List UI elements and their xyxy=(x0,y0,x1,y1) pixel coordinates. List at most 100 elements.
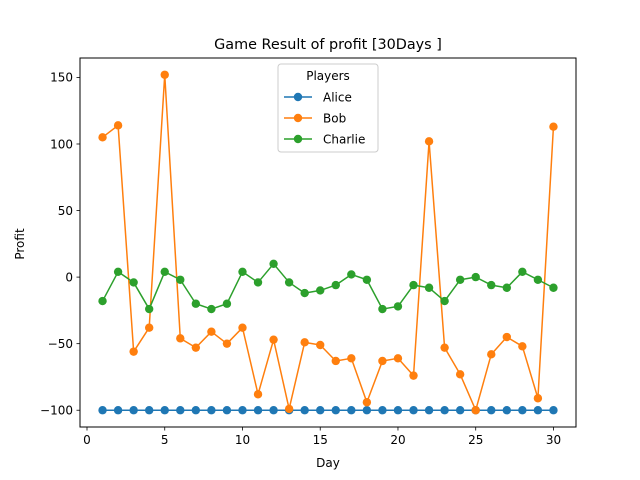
legend: Players Alice Bob Charlie xyxy=(277,63,379,153)
x-tick-label: 0 xyxy=(83,433,91,447)
data-point-alice xyxy=(378,406,387,415)
y-tick-label: −50 xyxy=(48,337,73,351)
data-point-bob xyxy=(284,404,294,414)
data-point-bob xyxy=(269,335,278,344)
data-point-alice xyxy=(144,406,154,415)
data-point-charlie xyxy=(471,272,480,282)
data-point-bob xyxy=(207,327,216,336)
legend-item-charlie: Charlie xyxy=(284,132,365,146)
data-point-charlie xyxy=(98,296,107,306)
data-point-charlie xyxy=(549,283,558,292)
data-point-charlie xyxy=(347,270,356,279)
data-point-charlie xyxy=(378,304,387,314)
y-axis-label: Profit xyxy=(13,228,27,260)
plot-area xyxy=(98,70,558,415)
data-point-bob xyxy=(113,121,123,130)
data-point-charlie xyxy=(518,267,527,276)
y-tick-label: 100 xyxy=(50,137,73,151)
data-point-charlie xyxy=(191,299,201,308)
data-point-charlie xyxy=(269,259,278,268)
data-point-charlie xyxy=(284,278,294,287)
data-point-charlie xyxy=(316,286,325,295)
legend-label-bob: Bob xyxy=(323,111,346,125)
y-tick-label: −100 xyxy=(40,404,73,418)
y-tick-label: 0 xyxy=(65,270,73,284)
data-point-charlie xyxy=(300,288,309,298)
series-charlie xyxy=(98,259,558,314)
data-point-charlie xyxy=(455,275,465,284)
data-point-bob xyxy=(160,70,169,79)
data-point-bob xyxy=(300,338,309,347)
data-point-alice xyxy=(331,406,340,415)
data-point-charlie xyxy=(207,304,216,314)
plot-frame xyxy=(79,57,577,428)
data-point-alice xyxy=(191,406,201,415)
series-line-bob xyxy=(102,74,555,411)
data-point-bob xyxy=(176,334,185,343)
data-point-bob xyxy=(347,354,356,363)
data-point-bob xyxy=(331,356,340,366)
data-point-bob xyxy=(549,122,558,131)
data-point-alice xyxy=(300,406,309,415)
data-point-alice xyxy=(207,406,216,415)
y-tick-label: 50 xyxy=(58,204,73,218)
data-point-charlie xyxy=(129,278,138,287)
data-point-alice xyxy=(269,406,278,415)
data-point-charlie xyxy=(533,275,543,284)
y-axis-ticks: −100 −50 0 50 100 150 xyxy=(40,71,80,418)
data-point-bob xyxy=(129,347,138,356)
data-point-bob xyxy=(424,137,434,146)
legend-marker-charlie xyxy=(293,134,303,144)
series-line-charlie xyxy=(101,263,554,310)
data-point-alice xyxy=(487,406,496,415)
data-point-charlie xyxy=(409,280,418,290)
legend-label-charlie: Charlie xyxy=(323,132,365,146)
data-point-bob xyxy=(440,343,449,352)
x-axis-label: Day xyxy=(316,456,340,470)
x-tick-label: 10 xyxy=(235,433,250,447)
data-point-charlie xyxy=(487,280,496,290)
data-point-alice xyxy=(238,406,247,415)
data-point-bob xyxy=(455,370,465,379)
data-point-alice xyxy=(129,406,138,415)
x-tick-label: 30 xyxy=(546,433,561,447)
chart-title: Game Result of profit [30Days ] xyxy=(214,37,442,53)
data-point-alice xyxy=(518,406,527,415)
data-point-charlie xyxy=(331,280,340,290)
data-point-alice xyxy=(98,406,107,415)
data-point-alice xyxy=(393,406,403,415)
legend-box xyxy=(277,63,379,153)
data-point-alice xyxy=(455,406,465,415)
data-point-charlie xyxy=(424,283,434,292)
data-point-alice xyxy=(222,406,232,415)
data-point-bob xyxy=(393,354,403,363)
data-point-bob xyxy=(222,339,232,348)
legend-marker-alice xyxy=(293,92,303,102)
data-point-bob xyxy=(362,398,372,407)
data-point-charlie xyxy=(222,299,232,308)
legend-item-alice: Alice xyxy=(284,90,352,104)
data-point-alice xyxy=(316,406,325,415)
x-tick-label: 25 xyxy=(468,433,483,447)
data-point-bob xyxy=(378,356,387,366)
data-point-bob xyxy=(144,323,154,332)
data-point-bob xyxy=(518,342,527,351)
data-point-bob xyxy=(471,406,480,415)
legend-title: Players xyxy=(306,69,350,83)
data-point-charlie xyxy=(113,267,123,276)
data-point-bob xyxy=(191,343,201,352)
data-point-charlie xyxy=(160,267,169,276)
legend-marker-bob xyxy=(293,113,303,123)
data-point-charlie xyxy=(362,275,372,284)
data-point-alice xyxy=(113,406,123,415)
data-point-bob xyxy=(316,340,325,350)
x-axis-ticks: 0 5 10 15 20 25 30 xyxy=(83,427,561,447)
data-point-alice xyxy=(176,406,185,415)
data-point-bob xyxy=(409,371,418,380)
data-point-bob xyxy=(487,350,496,359)
series-bob xyxy=(98,70,558,415)
x-tick-label: 5 xyxy=(161,433,169,447)
data-point-charlie xyxy=(393,302,403,311)
data-point-bob xyxy=(502,332,512,342)
